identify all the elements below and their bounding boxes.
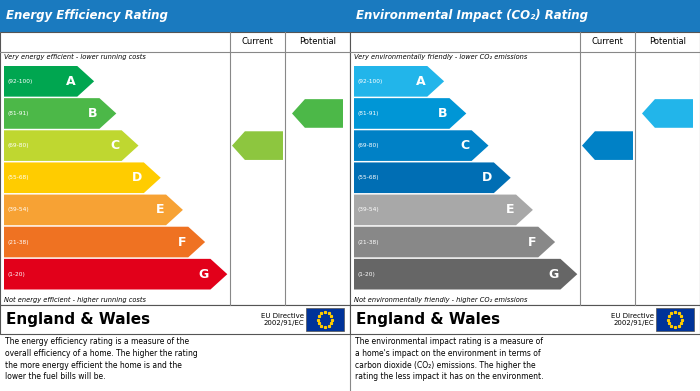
Polygon shape (354, 98, 466, 129)
Text: (1-20): (1-20) (357, 272, 375, 277)
Text: G: G (198, 268, 209, 281)
Polygon shape (354, 259, 578, 289)
Text: 90: 90 (314, 108, 328, 118)
Polygon shape (354, 66, 444, 97)
Text: Not energy efficient - higher running costs: Not energy efficient - higher running co… (4, 297, 146, 303)
Text: Current: Current (241, 38, 274, 47)
Text: G: G (548, 268, 559, 281)
Polygon shape (354, 227, 555, 257)
Polygon shape (232, 131, 283, 160)
Text: (39-54): (39-54) (357, 207, 379, 212)
Polygon shape (4, 98, 116, 129)
Text: (69-80): (69-80) (7, 143, 29, 148)
Polygon shape (4, 195, 183, 225)
Text: (81-91): (81-91) (357, 111, 379, 116)
Text: A: A (416, 75, 426, 88)
Polygon shape (354, 130, 489, 161)
Polygon shape (4, 162, 161, 193)
Bar (350, 305, 700, 334)
Text: C: C (111, 139, 120, 152)
Polygon shape (582, 131, 633, 160)
Text: (69-80): (69-80) (357, 143, 379, 148)
Bar (350, 0, 700, 32)
Text: A: A (66, 75, 76, 88)
Text: (92-100): (92-100) (357, 79, 382, 84)
Text: The environmental impact rating is a measure of
a home's impact on the environme: The environmental impact rating is a mea… (355, 337, 543, 381)
Text: (39-54): (39-54) (7, 207, 29, 212)
Text: EU Directive
2002/91/EC: EU Directive 2002/91/EC (611, 313, 654, 326)
Text: Environmental Impact (CO₂) Rating: Environmental Impact (CO₂) Rating (356, 9, 588, 23)
Text: England & Wales: England & Wales (6, 312, 150, 327)
Polygon shape (4, 259, 228, 289)
Text: Potential: Potential (299, 38, 336, 47)
Text: EU Directive
2002/91/EC: EU Directive 2002/91/EC (261, 313, 304, 326)
Text: (92-100): (92-100) (7, 79, 32, 84)
Text: (21-38): (21-38) (357, 240, 379, 244)
Text: Potential: Potential (649, 38, 686, 47)
Polygon shape (642, 99, 693, 128)
Text: B: B (88, 107, 97, 120)
Polygon shape (4, 227, 205, 257)
Bar (306, 308, 344, 331)
Text: The energy efficiency rating is a measure of the
overall efficiency of a home. T: The energy efficiency rating is a measur… (5, 337, 197, 381)
Polygon shape (354, 195, 533, 225)
Text: Energy Efficiency Rating: Energy Efficiency Rating (6, 9, 168, 23)
Bar (0, 0, 350, 32)
Text: E: E (505, 203, 514, 216)
Text: (21-38): (21-38) (7, 240, 29, 244)
Text: Very energy efficient - lower running costs: Very energy efficient - lower running co… (4, 54, 146, 60)
Text: Current: Current (592, 38, 624, 47)
Text: (1-20): (1-20) (7, 272, 25, 277)
Text: F: F (528, 235, 536, 249)
Text: D: D (482, 171, 492, 184)
Text: Not environmentally friendly - higher CO₂ emissions: Not environmentally friendly - higher CO… (354, 297, 528, 303)
Text: F: F (178, 235, 186, 249)
Polygon shape (354, 162, 511, 193)
Bar (0, 305, 350, 334)
Text: C: C (461, 139, 470, 152)
Polygon shape (292, 99, 343, 128)
Text: 90: 90 (664, 108, 678, 118)
Bar (350, 32, 700, 305)
Text: E: E (155, 203, 164, 216)
Bar (656, 308, 694, 331)
Text: B: B (438, 107, 447, 120)
Bar (0, 32, 350, 305)
Text: (81-91): (81-91) (7, 111, 29, 116)
Polygon shape (4, 66, 94, 97)
Text: (55-68): (55-68) (357, 175, 379, 180)
Text: (55-68): (55-68) (7, 175, 29, 180)
Text: Very environmentally friendly - lower CO₂ emissions: Very environmentally friendly - lower CO… (354, 54, 527, 60)
Text: D: D (132, 171, 142, 184)
Text: 69: 69 (603, 141, 618, 151)
Text: 69: 69 (253, 141, 268, 151)
Text: England & Wales: England & Wales (356, 312, 500, 327)
Polygon shape (4, 130, 139, 161)
